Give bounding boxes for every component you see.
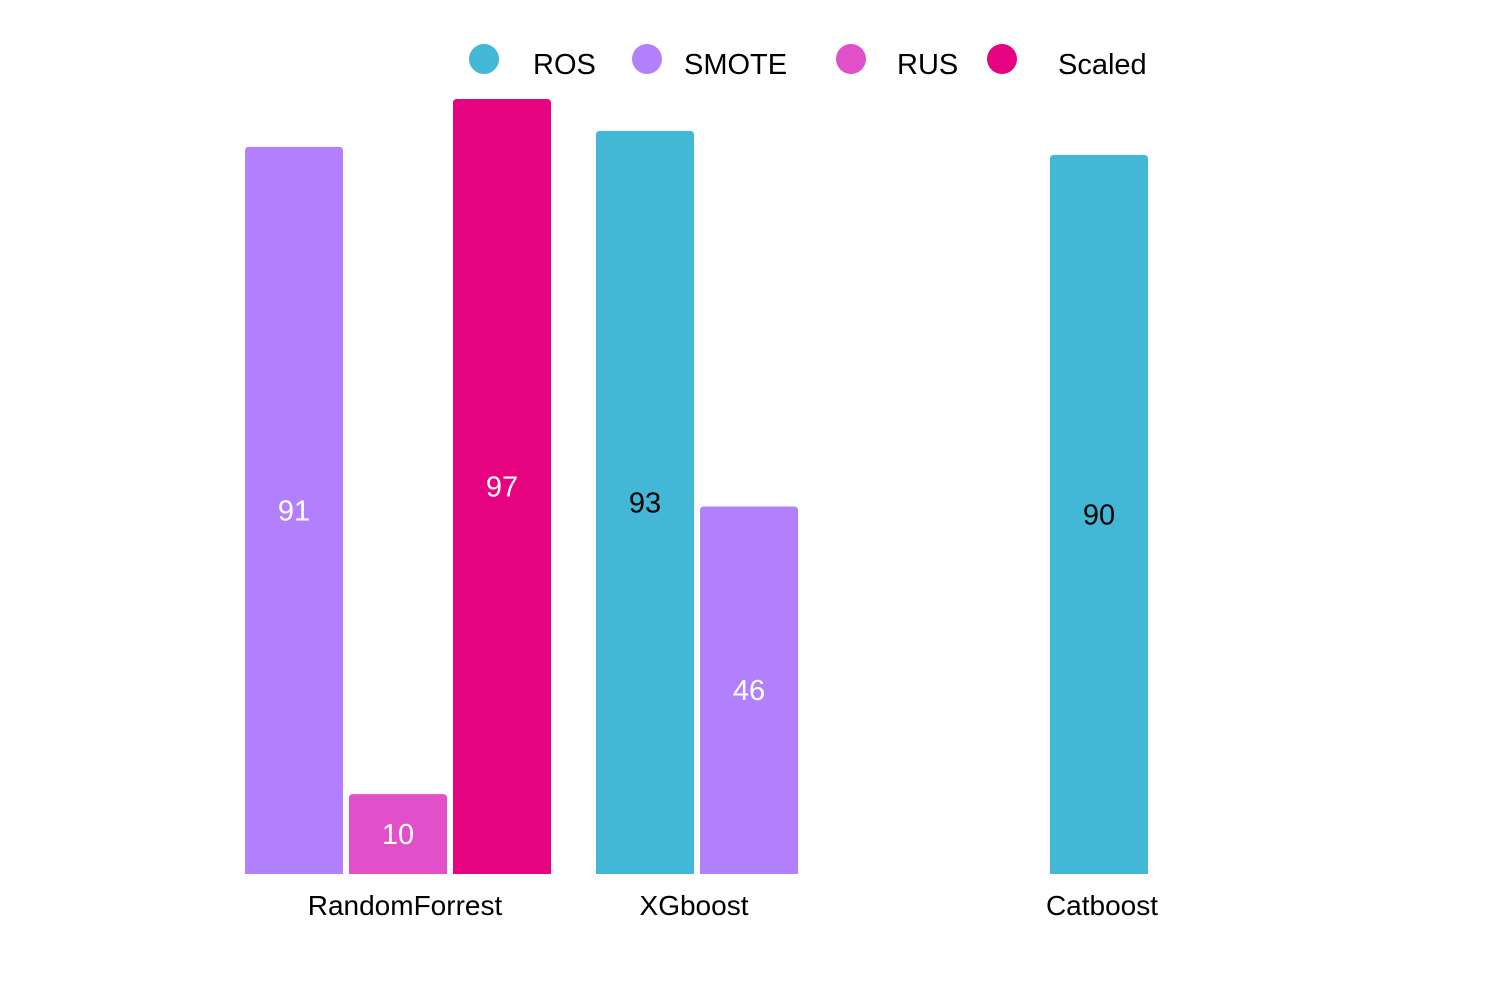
- legend-item-scaled[interactable]: Scaled: [987, 44, 1147, 81]
- legend-item-smote[interactable]: SMOTE: [632, 44, 787, 81]
- data-label-randomforrest-rus: 10: [382, 819, 414, 851]
- legend-marker-ros: [469, 44, 499, 74]
- plot-area: 93 90 91 46 10 97: [245, 98, 1148, 875]
- category-label-xgboost: XGboost: [640, 890, 749, 921]
- data-label-xgboost-ros: 93: [629, 487, 661, 519]
- legend-item-ros[interactable]: ROS: [469, 44, 596, 81]
- legend-marker-scaled: [987, 44, 1017, 74]
- bar-randomforrest-rus[interactable]: [349, 794, 447, 874]
- legend-label-smote: SMOTE: [684, 49, 787, 81]
- legend-marker-smote: [632, 44, 662, 74]
- x-axis: RandomForrest XGboost Catboost: [308, 890, 1159, 921]
- category-label-catboost: Catboost: [1046, 890, 1158, 921]
- bar-xgboost-smote[interactable]: [700, 506, 798, 874]
- bar-xgboost-ros[interactable]: [596, 130, 694, 874]
- data-label-catboost-ros: 90: [1083, 499, 1115, 531]
- legend: ROS SMOTE RUS Scaled: [469, 44, 1147, 81]
- legend-item-rus[interactable]: RUS: [836, 44, 958, 81]
- legend-label-rus: RUS: [897, 49, 958, 81]
- bar-randomforrest-smote[interactable]: [245, 146, 343, 874]
- data-label-xgboost-smote: 46: [733, 675, 765, 707]
- bar-randomforrest-scaled[interactable]: [453, 98, 551, 875]
- data-label-randomforrest-scaled: 97: [486, 471, 518, 503]
- legend-marker-rus: [836, 44, 866, 74]
- bar-catboost-ros[interactable]: [1050, 154, 1148, 874]
- category-label-randomforrest: RandomForrest: [308, 890, 503, 921]
- legend-label-ros: ROS: [533, 49, 596, 81]
- legend-label-scaled: Scaled: [1058, 49, 1147, 81]
- data-label-randomforrest-smote: 91: [278, 495, 310, 527]
